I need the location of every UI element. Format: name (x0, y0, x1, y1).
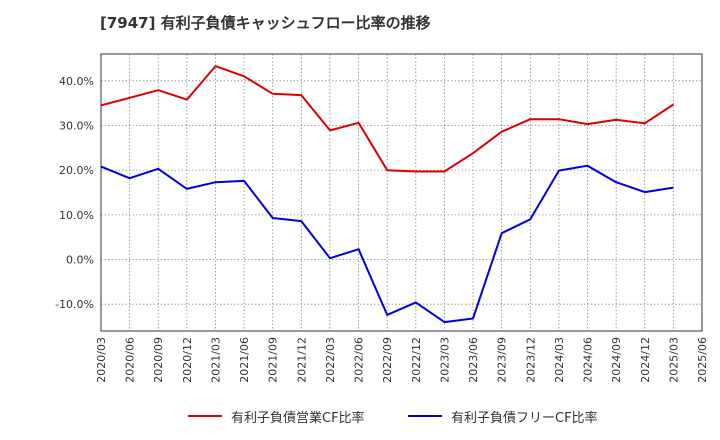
legend-swatch-operating-cf (188, 415, 222, 417)
x-tick-label: 2024/09 (610, 337, 623, 383)
x-tick-label: 2021/06 (238, 337, 251, 383)
chart-title: [7947] 有利子負債キャッシュフロー比率の推移 (100, 14, 431, 32)
y-tick-label: 10.0% (59, 209, 94, 222)
x-tick-label: 2024/06 (582, 337, 595, 383)
x-tick-label: 2022/03 (324, 337, 337, 383)
x-tick-label: 2021/12 (295, 337, 308, 383)
x-tick-label: 2021/03 (209, 337, 222, 383)
x-tick-label: 2024/12 (639, 337, 652, 383)
series-line-free-cf (100, 164, 674, 324)
x-tick-label: 2025/06 (696, 337, 709, 383)
x-tick-label: 2024/03 (553, 337, 566, 383)
y-tick-label: 0.0% (66, 254, 94, 267)
x-tick-label: 2022/06 (353, 337, 366, 383)
legend-label-free-cf: 有利子負債フリーCF比率 (451, 410, 598, 426)
x-tick-label: 2021/09 (267, 337, 280, 383)
y-tick-label: -10.0% (55, 298, 94, 311)
y-tick-label: 30.0% (59, 119, 94, 132)
x-tick-label: 2020/12 (181, 337, 194, 383)
x-tick-label: 2023/12 (524, 337, 537, 383)
x-tick-label: 2022/12 (410, 337, 423, 383)
y-tick-label: 40.0% (59, 75, 94, 88)
x-tick-label: 2023/06 (467, 337, 480, 383)
legend-label-operating-cf: 有利子負債営業CF比率 (231, 410, 365, 426)
plot-frame (100, 53, 703, 332)
x-tick-label: 2022/09 (381, 337, 394, 383)
x-tick-label: 2023/03 (438, 337, 451, 383)
x-tick-label: 2023/09 (496, 337, 509, 383)
x-tick-label: 2020/03 (95, 337, 108, 383)
y-tick-label: 20.0% (59, 164, 94, 177)
x-tick-label: 2025/03 (667, 337, 680, 383)
x-tick-label: 2020/09 (152, 337, 165, 383)
series-line-operating-cf (100, 65, 674, 173)
x-tick-label: 2020/06 (124, 337, 137, 383)
legend-item-free-cf: 有利子負債フリーCF比率 (408, 406, 598, 426)
chart-legend: 有利子負債営業CF比率 有利子負債フリーCF比率 (0, 406, 720, 426)
legend-item-operating-cf: 有利子負債営業CF比率 (188, 406, 365, 426)
legend-swatch-free-cf (408, 415, 442, 417)
